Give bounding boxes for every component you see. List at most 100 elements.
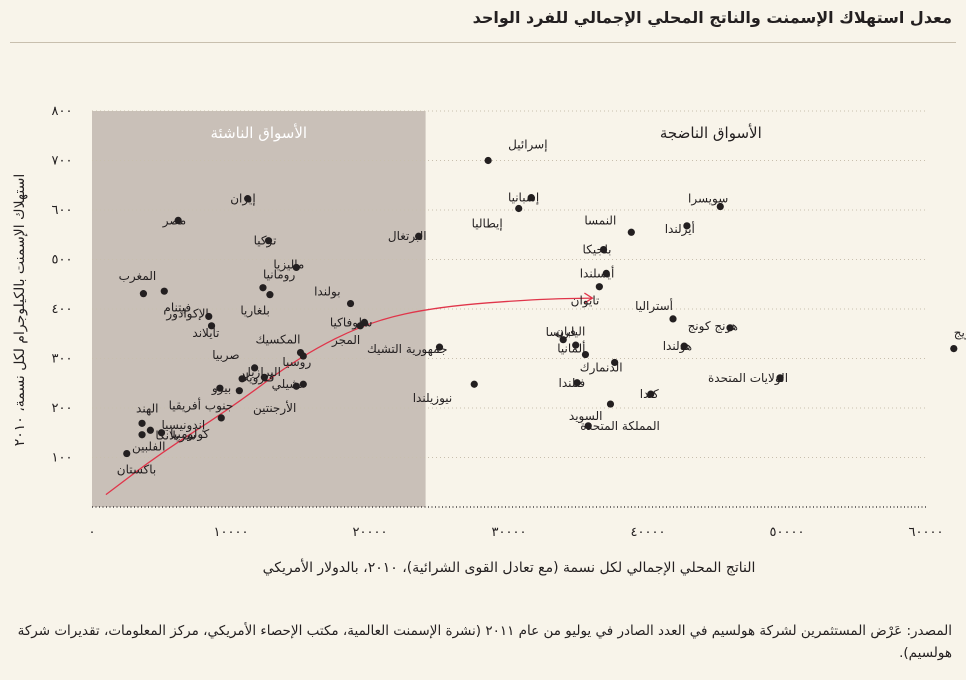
- data-point: [238, 375, 246, 383]
- data-label: صربيا: [212, 348, 239, 363]
- data-label: المملكة المتحدة: [580, 419, 660, 433]
- data-label: روسيا: [282, 355, 311, 370]
- data-point: [299, 380, 307, 388]
- data-label: بولندا: [314, 285, 340, 300]
- data-label: كولومبيا: [170, 427, 209, 442]
- data-label: الولايات المتحدة: [708, 371, 788, 386]
- data-point: [595, 283, 603, 291]
- emerging-markets-label: الأسواق الناشئة: [211, 123, 308, 142]
- data-point: [599, 246, 608, 254]
- data-label: تايلاند: [192, 326, 219, 340]
- data-label: الإكوادور: [165, 306, 208, 321]
- data-point: [572, 341, 580, 349]
- data-point: [216, 384, 224, 392]
- data-label: بلجيكا: [583, 243, 612, 257]
- data-label: إسبانيا: [508, 191, 539, 205]
- data-point: [559, 336, 567, 344]
- data-label: هونج كونج: [688, 319, 738, 334]
- data-label: فنلندا: [559, 376, 586, 390]
- data-label: فنزويلا: [242, 370, 274, 385]
- data-point: [683, 222, 691, 230]
- data-point: [174, 216, 182, 224]
- x-tick-label: ٢٠٠٠٠: [353, 525, 388, 540]
- data-label: ماليزيا: [273, 257, 304, 272]
- data-label: البرتغال: [388, 229, 427, 244]
- data-point: [627, 228, 635, 236]
- trend-arrowhead: [584, 292, 594, 304]
- y-tick-label: ٤٠٠: [52, 302, 73, 317]
- data-point: [611, 358, 619, 367]
- y-tick-label: ٣٠٠: [52, 352, 73, 367]
- data-point: [123, 449, 131, 458]
- data-label: جنوب أفريقيا: [169, 398, 234, 414]
- data-label: بلغاريا: [240, 304, 270, 319]
- data-point: [716, 202, 724, 211]
- data-label: جمهورية التشيك: [367, 342, 448, 357]
- data-point: [356, 322, 364, 330]
- chart-title: معدل استهلاك الإسمنت والناتج المحلي الإج…: [472, 8, 952, 27]
- data-label: إيطاليا: [472, 217, 503, 231]
- data-label: سلوفاكيا: [330, 315, 373, 330]
- data-label: بيرو: [211, 381, 231, 396]
- emerging-markets-region: [92, 111, 426, 507]
- x-tick-label: ٥٠٠٠٠: [770, 525, 805, 540]
- data-point: [260, 373, 268, 381]
- data-label: الدنمارك: [580, 360, 623, 375]
- data-label: هولندا: [663, 339, 692, 354]
- x-tick-label: ٠: [89, 525, 96, 540]
- data-label: الأرجنتين: [253, 400, 296, 416]
- data-point: [251, 364, 259, 372]
- data-point: [160, 287, 168, 295]
- data-point: [346, 299, 355, 308]
- data-point: [776, 374, 784, 382]
- data-label: أيسلندا: [580, 265, 615, 280]
- data-point: [527, 194, 535, 202]
- data-point: [470, 380, 478, 388]
- data-label: فيتنام: [163, 301, 191, 315]
- x-axis-label: الناتج المحلي الإجمالي لكل نسمة (مع تعاد…: [262, 560, 756, 576]
- data-point: [680, 342, 688, 350]
- data-point: [299, 352, 307, 360]
- data-label: إسرائيل: [508, 138, 547, 153]
- data-point: [435, 343, 444, 351]
- data-label: النرويج: [954, 326, 966, 341]
- data-label: أيرلندا: [665, 221, 695, 237]
- data-point: [584, 422, 592, 430]
- data-point: [244, 195, 252, 203]
- x-tick-label: ٦٠٠٠٠: [909, 525, 944, 540]
- data-label: السويد: [569, 409, 603, 424]
- data-label: المكسيك: [256, 333, 301, 347]
- data-point: [205, 312, 213, 321]
- data-label: ألمانيا: [557, 341, 585, 356]
- data-label: رومانيا: [263, 268, 295, 283]
- data-point: [146, 426, 154, 434]
- data-point: [157, 429, 166, 437]
- data-point: [207, 322, 216, 330]
- y-tick-label: ١٠٠: [52, 451, 73, 466]
- x-tick-label: ١٠٠٠٠: [214, 525, 249, 540]
- data-point: [573, 379, 581, 387]
- data-point: [292, 263, 300, 272]
- data-point: [581, 350, 590, 359]
- trend-curve: [105, 297, 593, 496]
- y-tick-label: ٢٠٠: [52, 401, 73, 416]
- data-label: الفلبين: [132, 440, 165, 455]
- data-label: المجر: [331, 333, 360, 348]
- data-point: [484, 156, 492, 165]
- data-label: فرنسا: [546, 325, 576, 340]
- y-tick-label: ٥٠٠: [52, 253, 73, 268]
- data-point: [950, 345, 958, 353]
- data-label: إندونيسيا: [162, 418, 206, 433]
- data-label: تركيا: [254, 234, 277, 249]
- data-point: [602, 269, 610, 277]
- data-point: [264, 237, 273, 245]
- data-label: سريلانكا: [155, 428, 196, 443]
- source-note: المصدر: عَرْض المستثمرين لشركة هولسيم في…: [17, 623, 952, 661]
- y-tick-label: ٧٠٠: [52, 154, 73, 169]
- data-label: سويسرا: [688, 192, 728, 207]
- x-tick-label: ٤٠٠٠٠: [631, 525, 666, 540]
- data-point: [726, 324, 734, 332]
- y-tick-label: ٨٠٠: [52, 104, 73, 119]
- data-label: المغرب: [119, 269, 157, 284]
- data-point: [217, 414, 225, 422]
